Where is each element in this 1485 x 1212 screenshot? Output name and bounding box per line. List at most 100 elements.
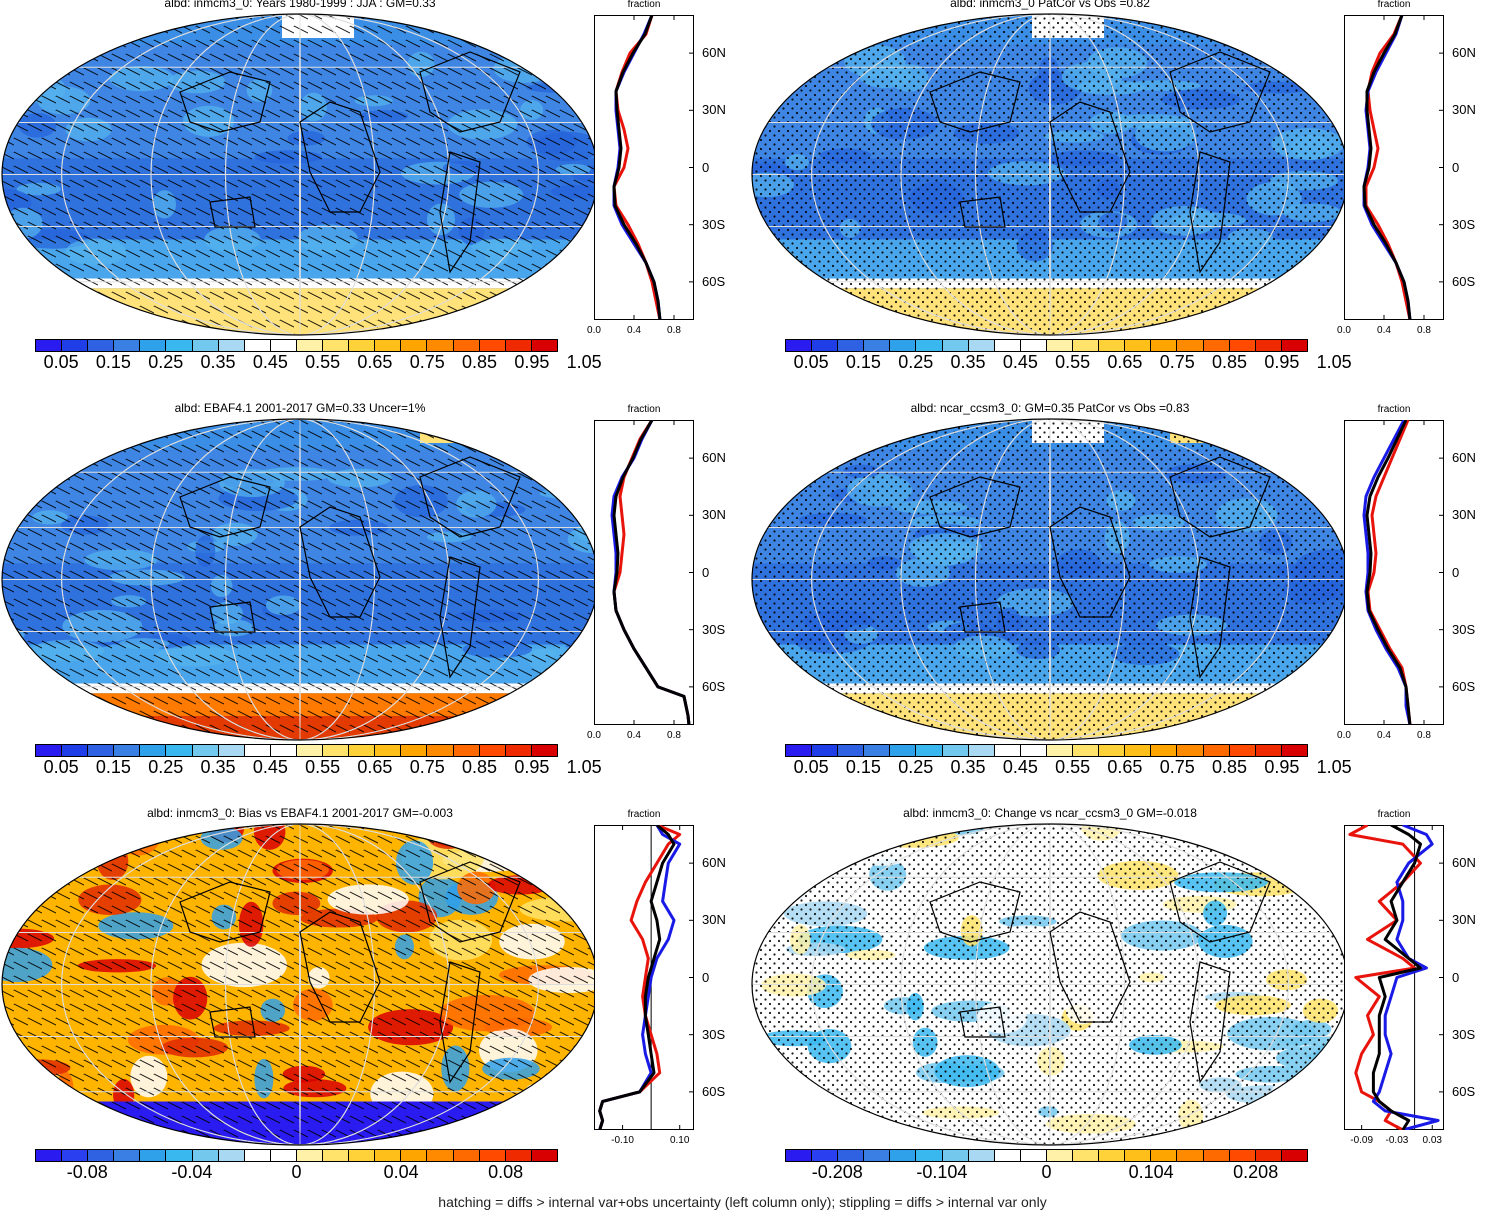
zonal-title: fraction — [627, 404, 661, 415]
colorbar-swatch — [1177, 340, 1204, 351]
colorbar-swatch — [1203, 745, 1230, 756]
zonal-x-tick-label: -0.03 — [1385, 1135, 1409, 1146]
colorbar-swatch — [1281, 1150, 1307, 1161]
colorbar-swatch — [296, 340, 324, 351]
colorbar-swatch — [812, 340, 839, 351]
colorbar-swatch — [942, 745, 969, 756]
colorbar-swatch — [786, 745, 813, 756]
colorbar-swatch — [401, 745, 428, 756]
world-map — [1, 823, 599, 1146]
colorbar-swatch — [323, 340, 350, 351]
colorbar — [785, 339, 1308, 352]
colorbar-tick-label: 0.35 — [200, 352, 236, 372]
zonal-x-tick-label: 0.0 — [587, 730, 601, 741]
lat-tick-label: 60N — [1452, 855, 1476, 871]
colorbar-swatch — [1255, 745, 1282, 756]
colorbar-tick-label: 0.25 — [898, 757, 934, 777]
colorbar-swatch — [218, 1150, 245, 1161]
colorbar-labels: -0.08 -0.04 0 0.04 0.08 — [35, 1162, 558, 1184]
panel-2: albd: inmcm3_0 PatCor vs Obs =0.82 0.05 0.… — [750, 0, 1485, 395]
colorbar-tick-label: 0.45 — [1002, 352, 1038, 372]
zonal-series-black — [612, 420, 691, 725]
lat-tick-label: 60N — [702, 45, 726, 61]
colorbar-swatch — [890, 340, 917, 351]
colorbar-tick-label: 0.85 — [1212, 352, 1248, 372]
colorbar-swatch — [114, 745, 141, 756]
colorbar-tick-label: 0.25 — [148, 757, 184, 777]
colorbar-tick-label: 0.15 — [95, 352, 131, 372]
colorbar-swatch — [140, 340, 167, 351]
colorbar-swatch — [1099, 340, 1126, 351]
zonal-mean-plot — [1344, 420, 1444, 725]
colorbar-tick-label: -0.208 — [811, 1162, 863, 1182]
zonal-series-black — [1362, 15, 1412, 320]
world-map — [1, 418, 599, 741]
colorbar — [785, 744, 1308, 757]
colorbar-swatch — [479, 340, 506, 351]
colorbar-swatch — [88, 1150, 115, 1161]
lat-tick-label: 30N — [702, 912, 726, 928]
colorbar-swatch — [916, 1150, 943, 1161]
colorbar-tick-label: -0.08 — [66, 1162, 108, 1182]
colorbar-swatch — [375, 1150, 402, 1161]
colorbar-tick-label: 0.05 — [793, 757, 829, 777]
colorbar-tick-label: 0.95 — [514, 352, 550, 372]
world-map — [1, 13, 599, 336]
lat-tick-label: 60N — [702, 450, 726, 466]
colorbar-tick-label: 0.85 — [1212, 757, 1248, 777]
colorbar-swatch — [1229, 1150, 1256, 1161]
colorbar-tick-label: 0.45 — [252, 352, 288, 372]
colorbar-swatch — [192, 1150, 219, 1161]
colorbar-tick-label: 0.65 — [357, 757, 393, 777]
colorbar-swatch — [1125, 745, 1152, 756]
colorbar-swatch — [505, 340, 532, 351]
colorbar-swatch — [1255, 1150, 1282, 1161]
colorbar-swatch — [942, 340, 969, 351]
colorbar-swatch — [427, 1150, 454, 1161]
colorbar-swatch — [916, 745, 943, 756]
colorbar-swatch — [349, 340, 376, 351]
map-title: albd: inmcm3_0: Years 1980-1999 : JJA : … — [164, 0, 436, 10]
colorbar-swatch — [218, 340, 245, 351]
colorbar-swatch — [453, 1150, 480, 1161]
colorbar-swatch — [812, 745, 839, 756]
colorbar-swatch — [427, 340, 454, 351]
zonal-title: fraction — [627, 809, 661, 820]
world-map — [751, 13, 1349, 336]
lat-tick-label: 30N — [1452, 102, 1476, 118]
colorbar-swatch — [531, 745, 557, 756]
map-field — [752, 419, 1348, 740]
lat-tick-label: 0 — [702, 969, 710, 985]
lat-tick-label: 30N — [702, 102, 726, 118]
colorbar-tick-label: 0.55 — [1055, 757, 1091, 777]
colorbar-tick-label: 1.05 — [1316, 352, 1352, 372]
colorbar-tick-label: -0.104 — [916, 1162, 968, 1182]
colorbar-swatch — [192, 745, 219, 756]
colorbar-swatch — [140, 745, 167, 756]
zonal-series-red — [1348, 825, 1422, 1130]
zonal-title: fraction — [627, 0, 661, 10]
colorbar-tick-label: 0.65 — [1107, 757, 1143, 777]
colorbar-swatch — [1229, 745, 1256, 756]
colorbar-tick-label: -0.04 — [171, 1162, 213, 1182]
colorbar-tick-label: 0.05 — [43, 757, 79, 777]
colorbar-swatch — [1203, 340, 1230, 351]
zonal-x-tick-label: 0.4 — [1377, 325, 1391, 336]
colorbar-swatch — [1125, 1150, 1152, 1161]
colorbar-tick-label: 0.05 — [43, 352, 79, 372]
colorbar-tick-label: 0.55 — [305, 352, 341, 372]
map-field — [2, 824, 598, 1145]
colorbar-swatch — [244, 745, 271, 756]
lat-tick-label: 30S — [1452, 216, 1476, 232]
map-field — [752, 14, 1348, 335]
zonal-mean-plot — [594, 825, 694, 1130]
colorbar-swatch — [453, 340, 480, 351]
colorbar-labels: 0.05 0.15 0.25 0.35 0.45 0.55 0.65 0.75 0.85 0.95… — [35, 757, 602, 779]
colorbar — [35, 1149, 558, 1162]
zonal-x-tick-label: -0.09 — [1350, 1135, 1374, 1146]
colorbar-swatch — [296, 745, 324, 756]
colorbar-swatch — [838, 1150, 865, 1161]
panel-5: albd: inmcm3_0: Bias vs EBAF4.1 2001-201… — [0, 806, 735, 1205]
colorbar-swatch — [1073, 745, 1100, 756]
colorbar-swatch — [244, 1150, 271, 1161]
